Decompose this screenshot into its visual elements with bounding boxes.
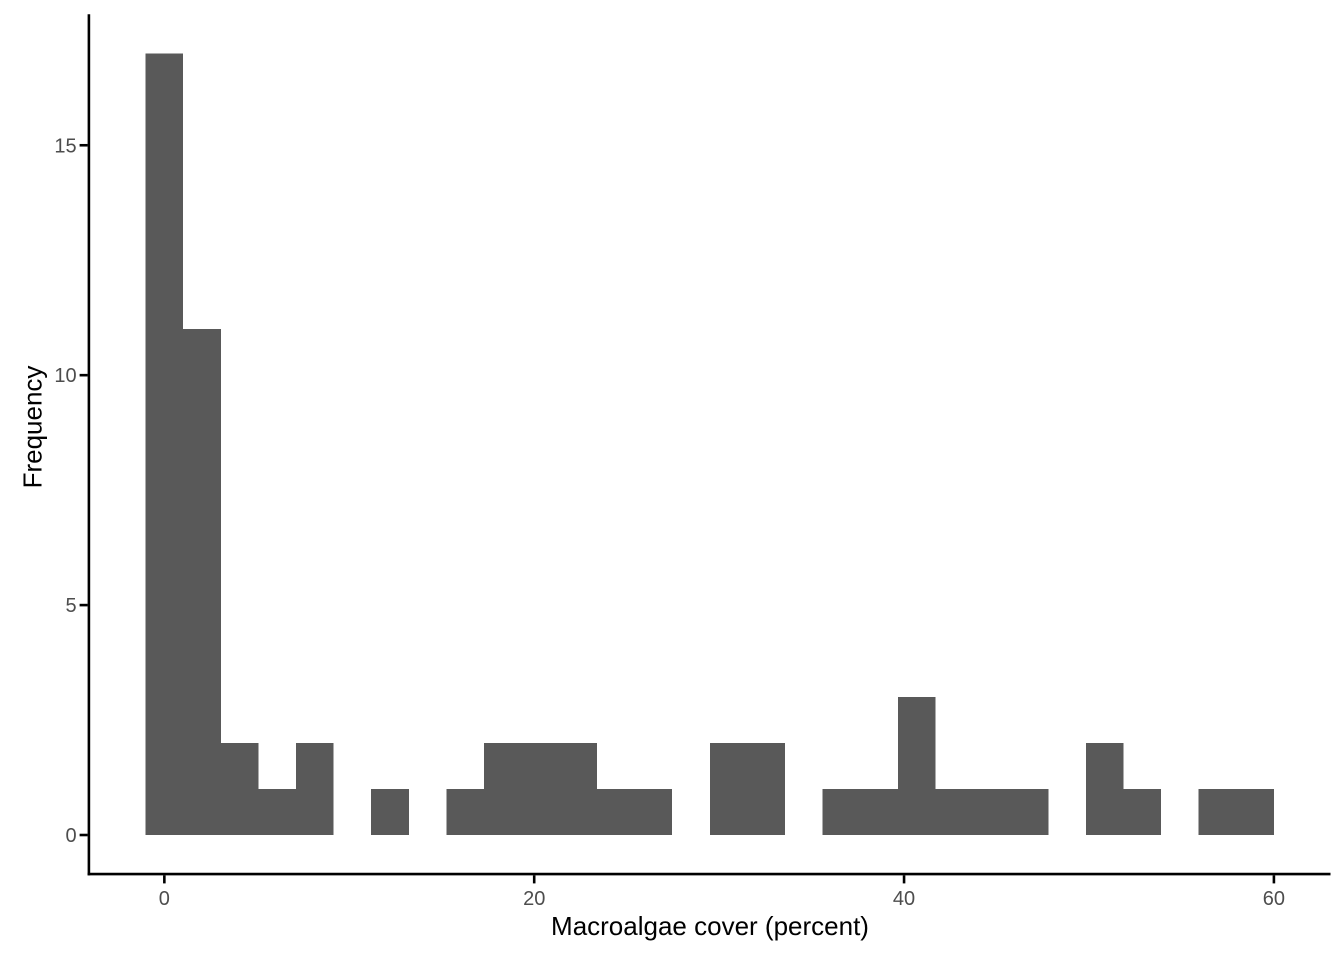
- histogram-bar: [1123, 789, 1162, 836]
- y-axis-title: Frequency: [17, 365, 48, 489]
- histogram-bar: [1198, 789, 1237, 836]
- y-tick-label: 5: [65, 595, 76, 617]
- histogram-bar: [145, 53, 184, 836]
- histogram-bar: [935, 789, 974, 836]
- histogram-bar: [897, 697, 936, 836]
- histogram-bar: [709, 743, 748, 836]
- histogram-bar: [1085, 743, 1124, 836]
- x-tick-label: 40: [893, 888, 915, 910]
- histogram-bar: [1010, 789, 1049, 836]
- histogram-bar: [371, 789, 409, 836]
- histogram-bar: [973, 789, 1011, 836]
- histogram-bar: [860, 789, 898, 836]
- histogram-bar: [596, 789, 635, 836]
- histogram-bar: [220, 743, 259, 836]
- histogram-bar: [1236, 789, 1274, 836]
- histogram-bar: [484, 743, 522, 836]
- histogram-bar: [183, 329, 221, 836]
- histogram-bar: [296, 743, 334, 836]
- histogram-bar: [258, 789, 296, 836]
- histogram-bar: [822, 789, 861, 836]
- histogram-bar: [521, 743, 560, 836]
- y-tick-label: 0: [65, 825, 76, 847]
- histogram-bar: [446, 789, 485, 836]
- x-tick-label: 0: [159, 888, 170, 910]
- x-tick-label: 20: [523, 888, 545, 910]
- histogram-bar: [559, 743, 597, 836]
- histogram-bar: [634, 789, 673, 836]
- histogram-bar: [747, 743, 785, 836]
- x-axis-title: Macroalgae cover (percent): [551, 911, 869, 941]
- y-tick-label: 10: [54, 365, 76, 387]
- y-tick-label: 15: [54, 135, 76, 157]
- x-tick-label: 60: [1263, 888, 1285, 910]
